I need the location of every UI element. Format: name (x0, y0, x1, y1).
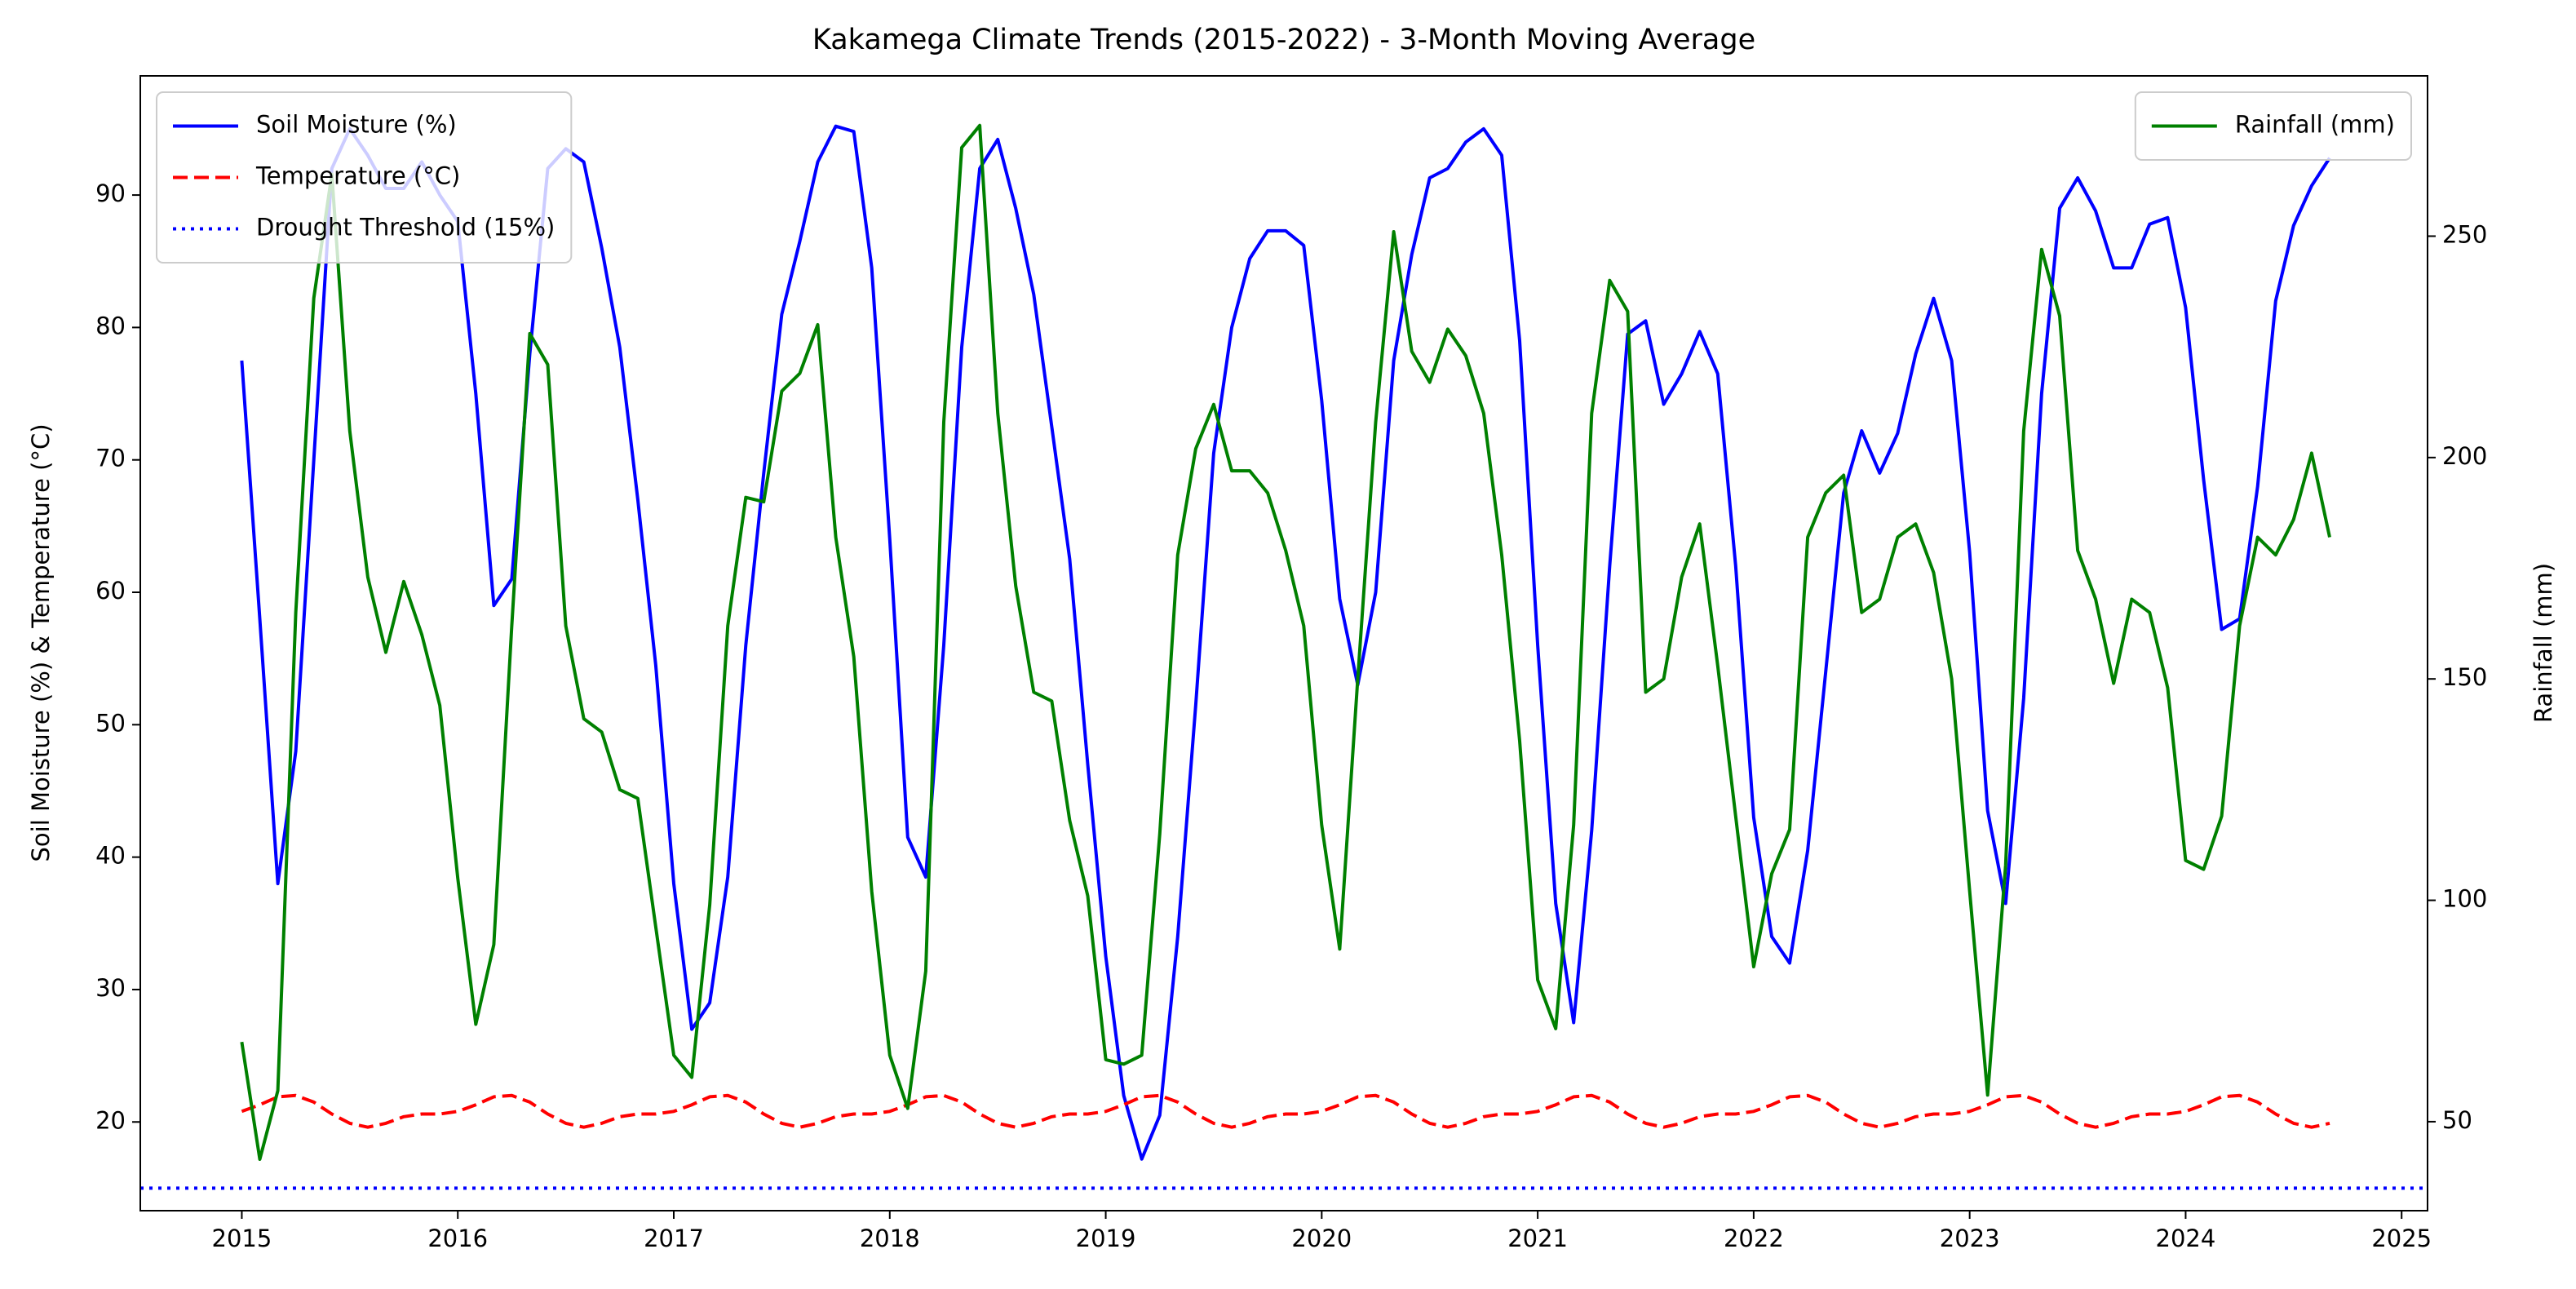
legend-label: Drought Threshold (15%) (256, 214, 555, 241)
legend-label: Rainfall (mm) (2235, 111, 2395, 139)
x-tick-label: 2023 (1940, 1225, 2000, 1252)
y2-tick-label: 200 (2442, 442, 2487, 470)
x-tick-label: 2019 (1076, 1225, 1136, 1252)
x-tick-label: 2018 (860, 1225, 920, 1252)
y-tick-label: 60 (95, 577, 126, 605)
y-tick-label: 40 (95, 842, 126, 870)
legend-label: Temperature (°C) (255, 162, 460, 190)
y2-tick-label: 250 (2442, 220, 2487, 248)
series-line (241, 1093, 2330, 1129)
x-tick-label: 2022 (1724, 1225, 1784, 1252)
x-tick-label: 2025 (2371, 1225, 2432, 1252)
legend: Soil Moisture (%) Temperature (°C) Drought… (156, 91, 573, 264)
y-tick-label: 20 (95, 1106, 126, 1134)
y2-tick-label: 100 (2442, 885, 2487, 913)
y2-tick-label: 150 (2442, 663, 2487, 691)
legend-2: Rainfall (mm) (2134, 91, 2412, 161)
x-tick-label: 2017 (644, 1225, 704, 1252)
y2-tick-label: 50 (2442, 1106, 2472, 1134)
series-line (240, 124, 2331, 1161)
x-tick-label: 2024 (2156, 1225, 2216, 1252)
y-tick-label: 90 (95, 179, 126, 207)
legend-label: Soil Moisture (%) (256, 111, 457, 139)
y-tick-label: 30 (95, 974, 126, 1002)
y-tick-label: 70 (95, 445, 126, 472)
y-tick-label: 50 (95, 709, 126, 737)
legend-box (156, 91, 573, 264)
chart-title: Kakamega Climate Trends (2015-2022) - 3-… (812, 24, 1755, 56)
y2-axis-label: Rainfall (mm) (2530, 563, 2557, 723)
series-line (240, 123, 2331, 1161)
x-tick-label: 2016 (427, 1225, 488, 1252)
x-tick-label: 2020 (1291, 1225, 1352, 1252)
plot-frame (139, 75, 2428, 1211)
x-tick-label: 2021 (1507, 1225, 1568, 1252)
x-tick-label: 2015 (212, 1225, 272, 1252)
y-tick-label: 80 (95, 312, 126, 339)
legend-box (2134, 91, 2412, 161)
y-axis-label: Soil Moisture (%) & Temperature (°C) (27, 423, 55, 862)
